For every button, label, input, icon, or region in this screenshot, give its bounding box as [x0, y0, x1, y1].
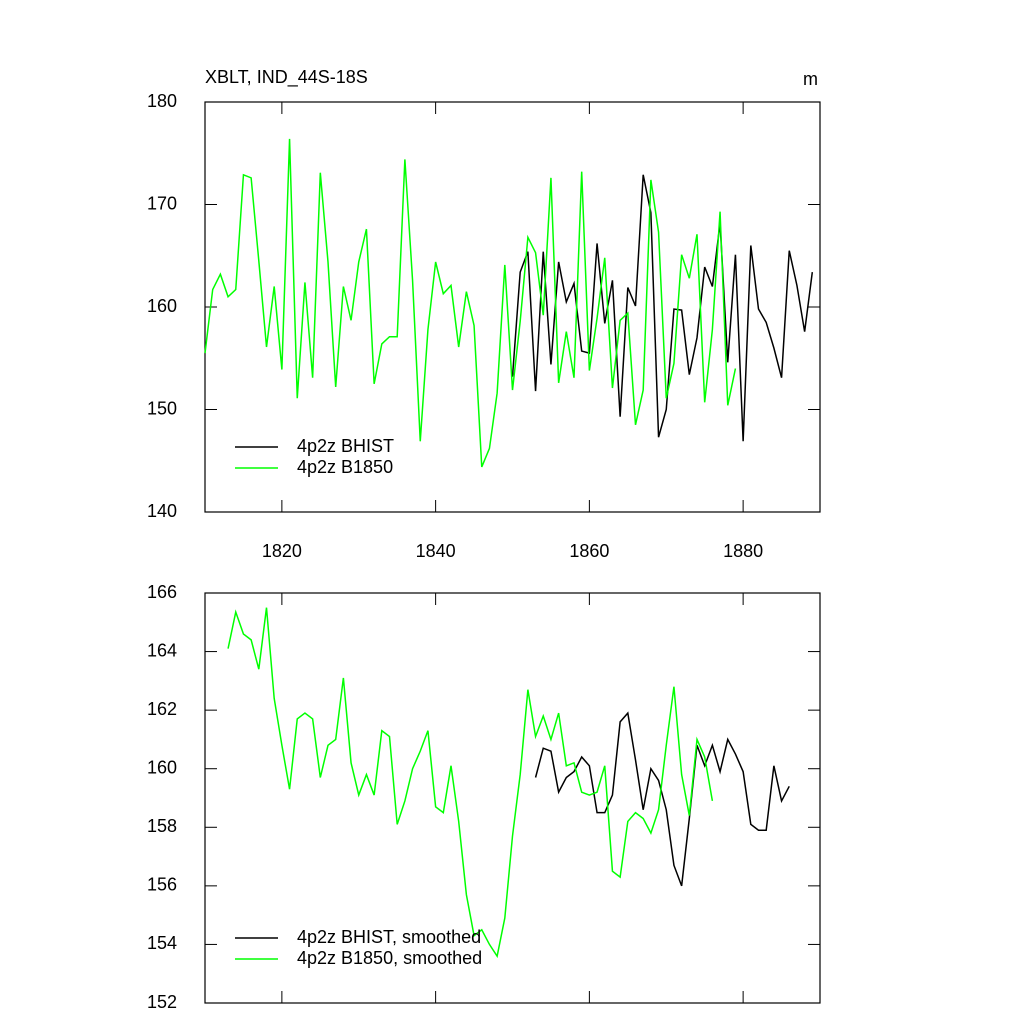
- unit-label: m: [803, 69, 818, 89]
- y-tick-label: 166: [147, 582, 177, 602]
- y-tick-label: 180: [147, 91, 177, 111]
- y-tick-label: 156: [147, 875, 177, 895]
- x-tick-label: 1820: [262, 541, 302, 561]
- series-line: [204, 138, 737, 468]
- x-tick-label: 1880: [723, 541, 763, 561]
- legend-label: 4p2z BHIST: [297, 436, 394, 456]
- y-tick-label: 152: [147, 992, 177, 1012]
- series-line: [511, 174, 814, 442]
- legend-label: 4p2z B1850: [297, 457, 393, 477]
- y-tick-label: 164: [147, 640, 177, 660]
- y-tick-label: 160: [147, 757, 177, 777]
- legend-label: 4p2z B1850, smoothed: [297, 948, 482, 968]
- y-tick-label: 160: [147, 296, 177, 316]
- y-tick-label: 170: [147, 193, 177, 213]
- y-tick-label: 158: [147, 816, 177, 836]
- y-tick-label: 154: [147, 933, 177, 953]
- plot-frame: [204, 592, 821, 1004]
- legend-label: 4p2z BHIST, smoothed: [297, 927, 481, 947]
- series-line: [227, 607, 714, 959]
- chart-title: XBLT, IND_44S-18S: [205, 67, 368, 88]
- x-tick-label: 1840: [416, 541, 456, 561]
- y-tick-label: 140: [147, 501, 177, 521]
- y-tick-label: 150: [147, 398, 177, 418]
- y-tick-label: 162: [147, 699, 177, 719]
- x-tick-label: 1860: [569, 541, 609, 561]
- series-line: [534, 711, 790, 887]
